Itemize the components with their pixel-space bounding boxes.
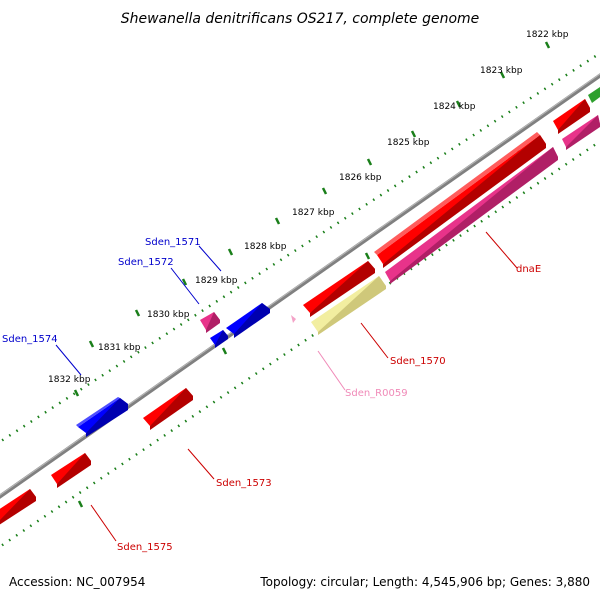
major-tick <box>221 347 228 355</box>
accession-text: Accession: NC_007954 <box>9 575 145 589</box>
tick-label: 1832 kbp <box>48 375 91 385</box>
major-tick <box>410 130 417 138</box>
ruler-lower-dots <box>0 139 600 549</box>
tick-label: 1823 kbp <box>480 66 523 76</box>
gene-sden-1570[interactable] <box>303 261 375 317</box>
leader-sden-1571 <box>198 245 222 272</box>
major-tick <box>181 278 188 286</box>
label-sden-1570[interactable]: Sden_1570 <box>390 356 446 367</box>
gene-sden-1573[interactable] <box>143 388 193 430</box>
gene-pink-top-right[interactable] <box>562 115 600 150</box>
genome-summary-text: Topology: circular; Length: 4,545,906 bp… <box>259 575 590 589</box>
major-tick <box>77 500 84 508</box>
tick-label: 1826 kbp <box>339 173 382 183</box>
gene-green-edge[interactable] <box>588 87 600 103</box>
gene-sden-1572[interactable] <box>210 330 228 348</box>
major-tick <box>455 100 462 108</box>
tick-label: 1827 kbp <box>292 208 335 218</box>
major-ticks <box>73 41 551 508</box>
tick-label: 1829 kbp <box>195 276 238 286</box>
major-tick <box>134 309 141 317</box>
major-tick <box>544 41 551 49</box>
gene-sden-1574[interactable] <box>76 397 128 437</box>
tick-label: 1831 kbp <box>98 343 141 353</box>
gene-sden-1575[interactable] <box>0 489 36 525</box>
tick-label: 1830 kbp <box>147 310 190 320</box>
major-tick <box>321 187 328 195</box>
label-sden-1573[interactable]: Sden_1573 <box>216 478 272 489</box>
leader-dnae <box>485 231 518 269</box>
label-dnae[interactable]: dnaE <box>516 264 541 275</box>
forward-strand-features <box>76 87 600 437</box>
label-sden-1572[interactable]: Sden_1572 <box>118 257 174 268</box>
tick-label: 1822 kbp <box>526 30 569 40</box>
gene-sden-1571[interactable] <box>226 303 270 338</box>
ruler-upper-dots <box>0 51 600 444</box>
tick-label: 1824 kbp <box>433 102 476 112</box>
map-title: Shewanella denitrificans OS217, complete… <box>121 11 480 27</box>
leader-sden-1574 <box>55 344 82 376</box>
major-tick <box>364 252 371 260</box>
label-sden-1574[interactable]: Sden_1574 <box>2 334 58 345</box>
leader-sden-1572 <box>170 267 200 305</box>
leader-sden-r0059 <box>317 350 346 391</box>
gene-red-top-right[interactable] <box>553 99 590 134</box>
major-tick <box>366 158 373 166</box>
major-tick <box>227 248 234 256</box>
leader-sden-1573 <box>187 448 215 480</box>
gene-labels: Sden_1571 Sden_1572 Sden_1574 dnaE Sden_… <box>2 237 541 553</box>
leader-sden-1575 <box>90 504 117 542</box>
major-tick <box>88 340 95 348</box>
gene-pink-long[interactable] <box>385 147 558 284</box>
leader-sden-1570 <box>360 322 389 359</box>
gene-rrna-yellow[interactable] <box>311 276 386 335</box>
tick-label: 1825 kbp <box>387 138 430 148</box>
tick-label: 1828 kbp <box>244 242 287 252</box>
major-tick <box>274 217 281 225</box>
gene-dnae[interactable] <box>374 132 546 268</box>
gene-sden-r0059[interactable] <box>291 315 296 323</box>
gene-pink-small[interactable] <box>200 312 220 333</box>
label-sden-r0059[interactable]: Sden_R0059 <box>345 388 408 399</box>
ruler-tick-labels: 1822 kbp 1823 kbp 1824 kbp 1825 kbp 1826… <box>48 30 569 385</box>
genome-backbone <box>0 73 600 499</box>
label-leader-lines <box>55 231 518 542</box>
major-tick <box>73 389 80 397</box>
label-sden-1575[interactable]: Sden_1575 <box>117 542 173 553</box>
reverse-strand-features <box>0 115 600 525</box>
label-sden-1571[interactable]: Sden_1571 <box>145 237 201 248</box>
major-tick <box>499 71 506 79</box>
gene-red-lower-left[interactable] <box>51 453 91 488</box>
